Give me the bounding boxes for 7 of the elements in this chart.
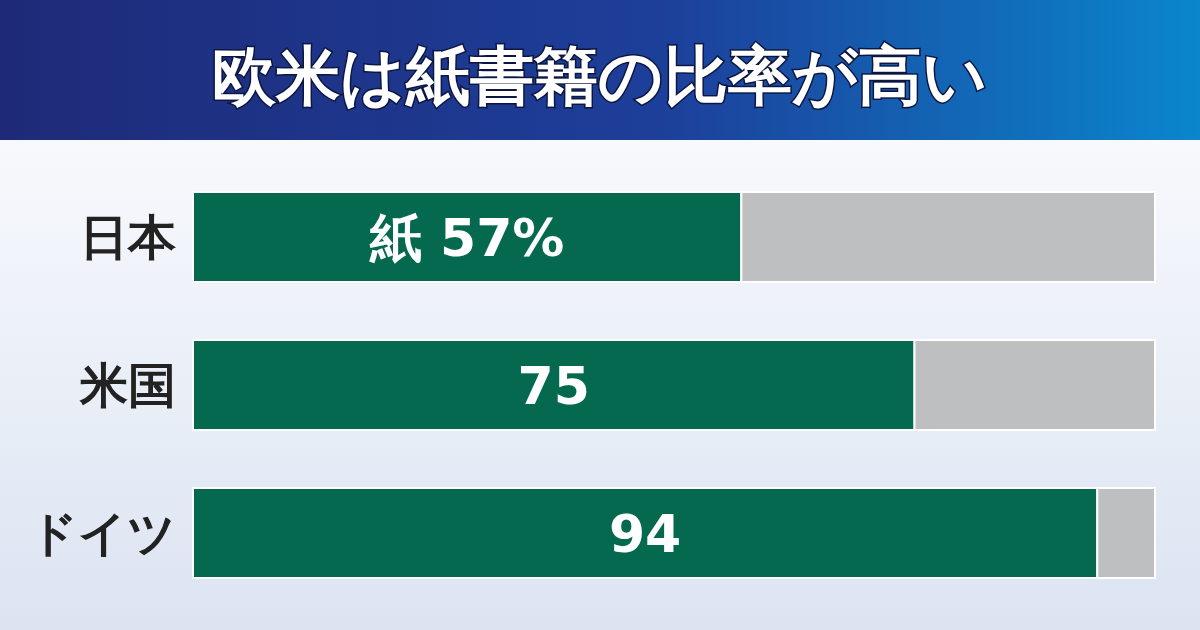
data-label: 75 <box>517 356 590 416</box>
y-tick-label: 日本 <box>80 209 176 265</box>
data-label: 紙 57% <box>368 208 565 268</box>
data-label: 94 <box>608 504 682 564</box>
y-tick-label: ドイツ <box>29 505 176 561</box>
y-tick-label: 米国 <box>79 357 176 413</box>
chart-title: 欧米は紙書籍の比率が高い <box>212 39 988 113</box>
